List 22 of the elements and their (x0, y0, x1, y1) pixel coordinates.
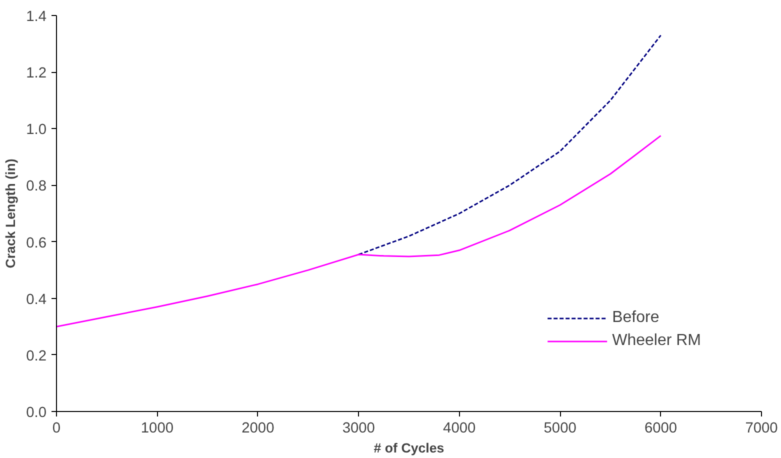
x-tick-label: 2000 (242, 420, 274, 436)
y-axis-title: Crack Length (in) (3, 158, 18, 268)
x-axis-title: # of Cycles (374, 440, 444, 456)
legend-label: Wheeler RM (612, 332, 701, 350)
y-tick-label: 0.2 (26, 348, 46, 364)
line-series (358, 34, 662, 256)
x-tick-label: 6000 (644, 420, 678, 436)
x-tick-label: 3000 (342, 420, 375, 436)
x-tick-label: 5000 (544, 420, 576, 436)
x-tick-label: 4000 (443, 420, 476, 436)
y-tick-label: 1.2 (26, 66, 46, 82)
y-tick-label: 1.0 (26, 122, 46, 138)
y-tick-label: 0.6 (26, 235, 46, 252)
y-tick-label: 1.4 (26, 9, 46, 25)
y-tick-label: 0.0 (26, 405, 46, 421)
y-tick-label: 0.8 (26, 178, 46, 195)
line-series (56, 134, 662, 328)
x-tick-label: 1000 (140, 420, 174, 436)
x-tick-label: 0 (52, 420, 61, 436)
y-tick-label: 0.4 (26, 292, 46, 308)
legend-label: Before (612, 309, 660, 327)
x-tick-label: 7000 (745, 420, 778, 436)
